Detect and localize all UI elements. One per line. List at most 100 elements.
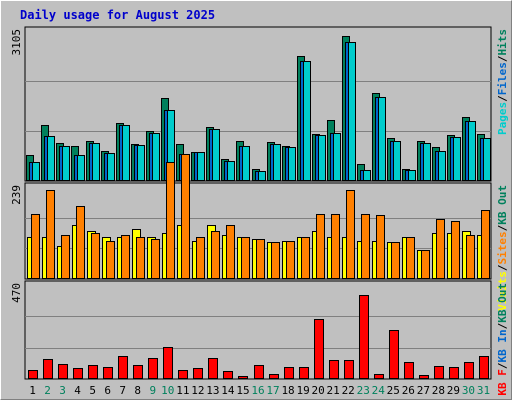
bar-pages-day-27 bbox=[423, 143, 431, 181]
x-tick-label-day-12: 12 bbox=[191, 384, 204, 397]
panel-middle-legend: Visits/Sites/KB Out bbox=[496, 185, 509, 311]
bar-pages-day-12 bbox=[197, 152, 205, 181]
bar-sites-day-16 bbox=[256, 239, 265, 279]
bar-kb-f-day-4 bbox=[73, 368, 83, 379]
x-tick-label-day-19: 19 bbox=[296, 384, 309, 397]
x-tick-label-day-30: 30 bbox=[462, 384, 475, 397]
bar-pages-day-5 bbox=[92, 143, 100, 181]
panel-top-legend: Pages/Files/Hits bbox=[496, 29, 509, 135]
x-tick-label-day-1: 1 bbox=[29, 384, 36, 397]
x-tick-label-day-9: 9 bbox=[149, 384, 156, 397]
x-tick-label-day-16: 16 bbox=[251, 384, 264, 397]
x-tick-label-day-26: 26 bbox=[402, 384, 415, 397]
legend-entry: / bbox=[496, 224, 509, 231]
bar-kb-f-day-1 bbox=[28, 370, 38, 379]
bar-kb-f-day-21 bbox=[329, 360, 339, 379]
x-tick-label-day-2: 2 bbox=[44, 384, 51, 397]
x-tick-label-day-15: 15 bbox=[236, 384, 249, 397]
legend-entry: / bbox=[496, 264, 509, 271]
x-tick-label-day-18: 18 bbox=[281, 384, 294, 397]
bar-kb-f-day-22 bbox=[344, 360, 354, 379]
x-tick-label-day-8: 8 bbox=[134, 384, 141, 397]
x-tick-label-day-25: 25 bbox=[387, 384, 400, 397]
bar-sites-day-23 bbox=[361, 214, 370, 279]
bar-sites-day-1 bbox=[31, 214, 40, 279]
x-tick-label-day-21: 21 bbox=[327, 384, 340, 397]
bar-sites-day-31 bbox=[481, 210, 490, 279]
bar-kb-f-day-20 bbox=[314, 319, 324, 379]
bar-pages-day-6 bbox=[107, 153, 115, 181]
legend-entry: KB Out bbox=[496, 283, 509, 323]
x-tick-label-day-11: 11 bbox=[176, 384, 189, 397]
panel-top-ymax-label: 3105 bbox=[10, 29, 23, 56]
bar-sites-day-24 bbox=[376, 215, 385, 279]
bar-pages-day-22 bbox=[348, 42, 356, 181]
bar-sites-day-20 bbox=[316, 214, 325, 279]
bar-pages-day-25 bbox=[393, 141, 401, 181]
bar-sites-day-30 bbox=[466, 235, 475, 279]
bar-sites-day-5 bbox=[91, 233, 100, 279]
bar-kb-f-day-17 bbox=[269, 374, 279, 379]
bar-pages-day-8 bbox=[137, 145, 145, 181]
legend-entry: KB F bbox=[496, 369, 509, 396]
bar-sites-day-10 bbox=[166, 162, 175, 279]
bar-sites-day-7 bbox=[121, 235, 130, 279]
bar-kb-f-day-31 bbox=[479, 356, 489, 379]
bar-sites-day-27 bbox=[421, 250, 430, 279]
legend-entry: Pages bbox=[496, 102, 509, 135]
bar-kb-f-day-12 bbox=[193, 368, 203, 379]
bar-pages-day-31 bbox=[483, 138, 491, 181]
legend-entry: / bbox=[496, 55, 509, 62]
bar-kb-f-day-29 bbox=[449, 367, 459, 379]
bar-kb-f-day-25 bbox=[389, 330, 399, 379]
bar-sites-day-11 bbox=[181, 154, 190, 279]
bar-pages-day-29 bbox=[453, 137, 461, 181]
chart-title: Daily usage for August 2025 bbox=[20, 8, 215, 22]
panel-middle-ymax-label: 239 bbox=[10, 185, 23, 205]
legend-entry: / bbox=[496, 95, 509, 102]
bar-kb-f-day-5 bbox=[88, 365, 98, 379]
bar-kb-f-day-2 bbox=[43, 359, 53, 379]
bar-kb-f-day-19 bbox=[299, 367, 309, 379]
legend-entry: KB Out bbox=[496, 185, 509, 225]
bar-pages-day-1 bbox=[32, 162, 40, 181]
bar-sites-day-4 bbox=[76, 206, 85, 279]
bar-kb-f-day-11 bbox=[178, 370, 188, 379]
bar-kb-f-day-3 bbox=[58, 364, 68, 379]
legend-entry: KB In bbox=[496, 329, 509, 362]
bar-kb-f-day-26 bbox=[404, 362, 414, 379]
bar-pages-day-18 bbox=[288, 147, 296, 181]
bar-pages-day-23 bbox=[363, 170, 371, 181]
bar-kb-f-day-28 bbox=[434, 366, 444, 379]
bar-kb-f-day-10 bbox=[163, 347, 173, 379]
x-tick-label-day-28: 28 bbox=[432, 384, 445, 397]
x-tick-label-day-5: 5 bbox=[89, 384, 96, 397]
x-tick-label-day-6: 6 bbox=[104, 384, 111, 397]
bar-pages-day-20 bbox=[318, 135, 326, 181]
bar-sites-day-14 bbox=[226, 225, 235, 279]
bar-sites-day-15 bbox=[241, 237, 250, 279]
legend-entry: Hits bbox=[496, 29, 509, 56]
bar-kb-f-day-24 bbox=[374, 374, 384, 379]
legend-entry: Sites bbox=[496, 231, 509, 264]
bar-kb-f-day-27 bbox=[419, 375, 429, 379]
bar-sites-day-8 bbox=[136, 237, 145, 279]
legend-entry: Files bbox=[496, 62, 509, 95]
x-tick-label-day-23: 23 bbox=[357, 384, 370, 397]
x-tick-label-day-10: 10 bbox=[161, 384, 174, 397]
bar-kb-f-day-6 bbox=[103, 367, 113, 379]
legend-entry: / bbox=[496, 322, 509, 329]
bar-pages-day-24 bbox=[378, 97, 386, 181]
panel-bottom-ymax-label: 470 bbox=[10, 283, 23, 303]
bar-kb-f-day-14 bbox=[223, 371, 233, 379]
legend-entry: / bbox=[496, 362, 509, 369]
bar-kb-f-day-18 bbox=[284, 367, 294, 379]
panel-middle: 239 Visits/Sites/KB Out bbox=[10, 154, 509, 311]
bar-sites-day-28 bbox=[436, 219, 445, 279]
bar-sites-day-26 bbox=[406, 237, 415, 279]
bar-sites-day-2 bbox=[46, 190, 55, 279]
bar-kb-f-day-15 bbox=[238, 376, 248, 379]
